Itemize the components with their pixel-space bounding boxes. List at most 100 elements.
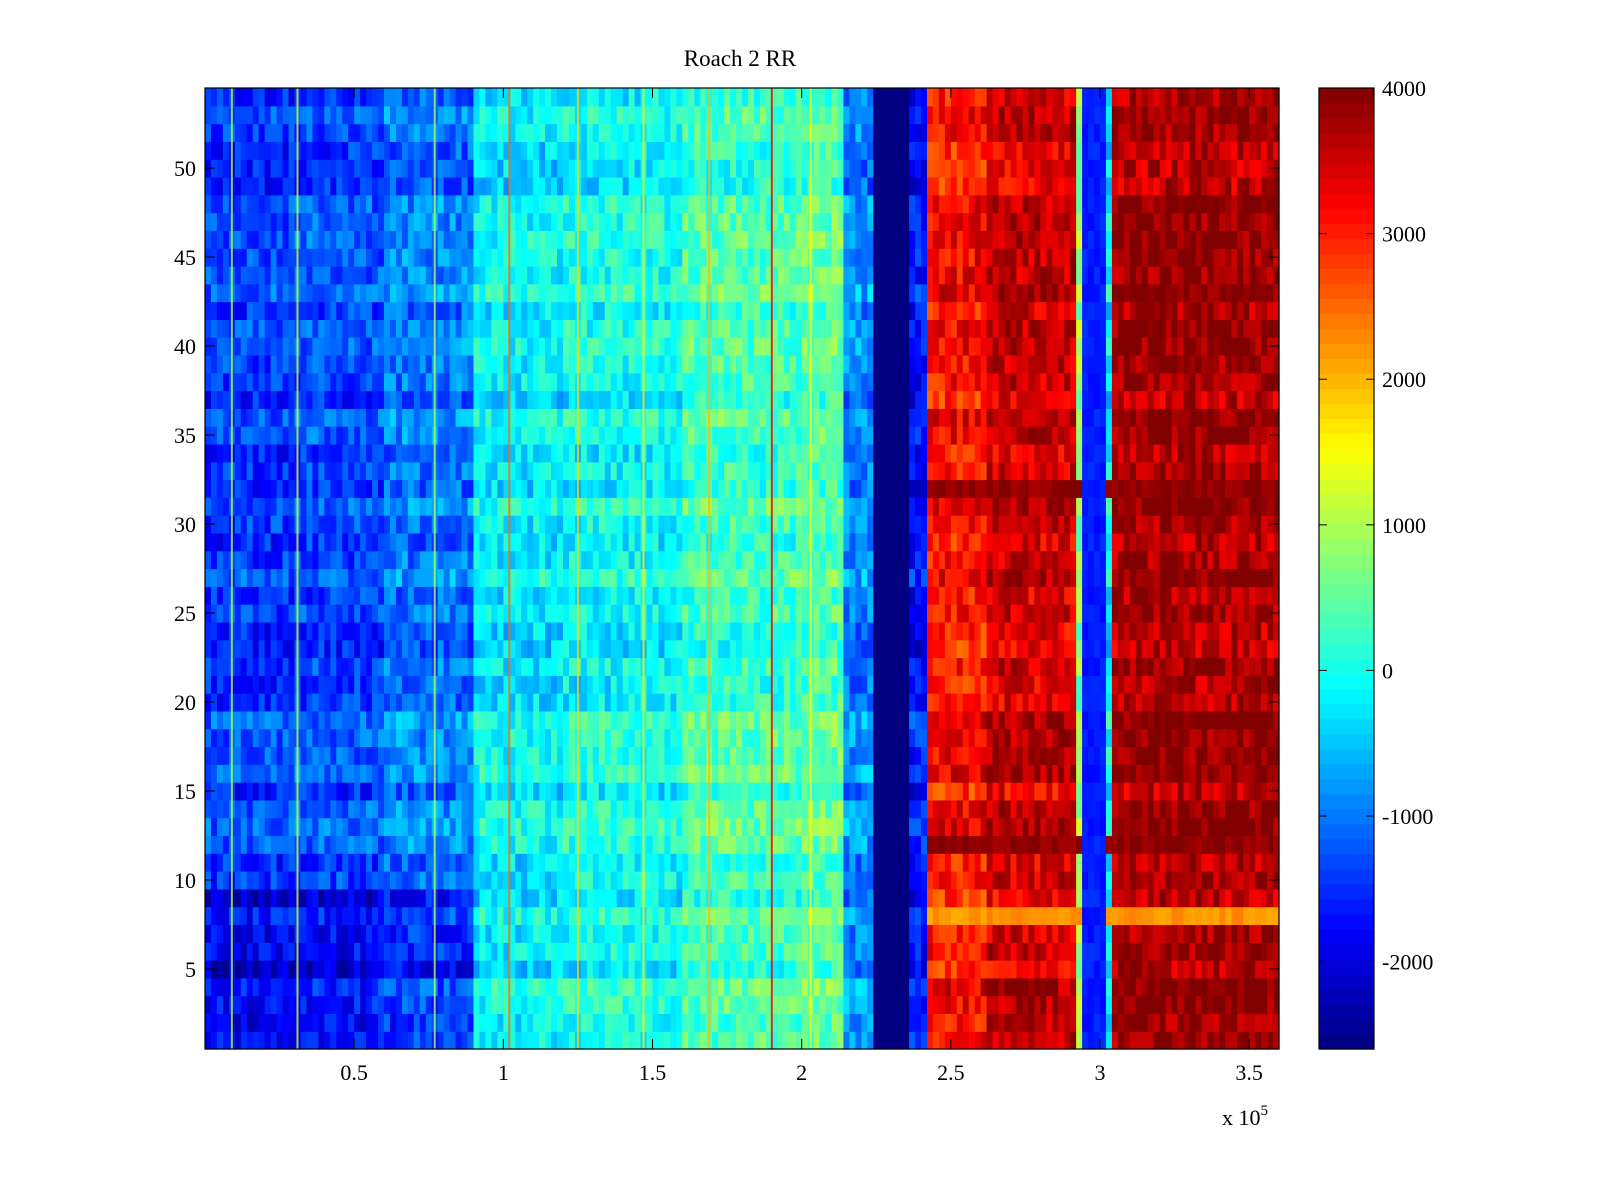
heatmap-cell <box>234 782 242 801</box>
heatmap-cell <box>700 639 707 659</box>
heatmap-cell <box>425 977 433 997</box>
heatmap-cell <box>628 710 636 730</box>
heatmap-cell <box>509 835 516 854</box>
heatmap-cell <box>622 995 630 1015</box>
heatmap-cell <box>563 977 570 997</box>
heatmap-cell <box>598 639 606 659</box>
heatmap-cell <box>789 1031 797 1050</box>
heatmap-cell <box>580 924 588 943</box>
heatmap-cell <box>485 728 492 748</box>
heatmap-cell <box>771 924 779 943</box>
heatmap-cell <box>240 1031 248 1050</box>
heatmap-cell <box>646 942 654 961</box>
heatmap-cell <box>586 710 594 730</box>
heatmap-cell <box>378 621 385 641</box>
heatmap-cell <box>389 871 397 890</box>
heatmap-cell <box>551 924 558 943</box>
heatmap-cell <box>455 639 463 659</box>
heatmap-cell <box>539 639 546 659</box>
heatmap-cell <box>956 835 964 854</box>
heatmap-cell <box>956 782 964 801</box>
heatmap-cell <box>849 764 856 783</box>
heatmap-cell <box>616 871 624 890</box>
heatmap-cell <box>551 1013 558 1032</box>
heatmap-cell <box>419 817 427 837</box>
heatmap-cell <box>610 657 618 676</box>
heatmap-cell <box>592 657 600 676</box>
heatmap-cell <box>1267 924 1274 943</box>
heatmap-cell <box>551 799 558 819</box>
heatmap-cell <box>753 995 761 1015</box>
heatmap-cell <box>1052 710 1059 730</box>
heatmap-cell <box>580 995 588 1015</box>
heatmap-cell <box>825 995 833 1015</box>
heatmap-cell <box>932 728 940 748</box>
heatmap-cell <box>1267 675 1274 694</box>
heatmap-cell <box>903 675 910 694</box>
heatmap-cell <box>616 960 624 979</box>
heatmap-cell <box>795 782 803 801</box>
heatmap-cell <box>389 942 397 961</box>
heatmap-cell <box>479 710 487 730</box>
heatmap-cell <box>533 550 540 570</box>
heatmap-cell <box>1058 888 1065 908</box>
heatmap-cell <box>1231 960 1238 979</box>
heatmap-cell <box>521 942 528 961</box>
heatmap-cell <box>395 995 403 1015</box>
heatmap-cell <box>652 995 660 1015</box>
heatmap-cell <box>1064 853 1071 872</box>
heatmap-cells <box>205 88 1280 1050</box>
heatmap-cell <box>1207 693 1214 712</box>
heatmap-cell <box>843 960 850 979</box>
heatmap-cell <box>753 817 761 837</box>
heatmap-cell <box>700 1031 707 1050</box>
heatmap-cell <box>288 888 296 908</box>
heatmap-cell <box>1231 728 1238 748</box>
heatmap-cell <box>497 942 504 961</box>
heatmap-cell <box>276 853 284 872</box>
heatmap-cell <box>1105 764 1113 783</box>
heatmap-cell <box>270 799 278 819</box>
heatmap-cell <box>551 995 558 1015</box>
heatmap-cell <box>855 942 862 961</box>
heatmap-cell <box>342 586 349 605</box>
heatmap-cell <box>1219 746 1226 765</box>
heatmap-cell <box>1111 853 1119 872</box>
heatmap-cell <box>1105 586 1113 605</box>
heatmap-cell <box>879 924 886 943</box>
heatmap-cell <box>330 657 337 676</box>
heatmap-cell <box>1249 995 1256 1015</box>
heatmap-cell <box>437 586 445 605</box>
heatmap-cell <box>282 657 290 676</box>
heatmap-cell <box>1129 604 1137 623</box>
heatmap-cell <box>831 764 839 783</box>
heatmap-cell <box>962 710 970 730</box>
heatmap-cell <box>921 693 928 712</box>
heatmap-cell <box>610 799 618 819</box>
heatmap-cell <box>747 835 755 854</box>
heatmap-cell <box>1255 621 1262 641</box>
heatmap-cell <box>270 710 278 730</box>
heatmap-cell <box>324 568 331 587</box>
heatmap-cell <box>986 853 994 872</box>
heatmap-cell <box>246 693 254 712</box>
heatmap-cell <box>998 675 1006 694</box>
heatmap-cell <box>1010 1031 1018 1050</box>
heatmap-cell <box>944 746 952 765</box>
heatmap-cell <box>1076 924 1083 943</box>
heatmap-cell <box>443 817 451 837</box>
heatmap-cell <box>724 1013 731 1032</box>
heatmap-cell <box>730 639 737 659</box>
heatmap-cell <box>664 621 671 641</box>
heatmap-cell <box>682 1013 689 1032</box>
heatmap-cell <box>974 568 982 587</box>
heatmap-cell <box>1094 853 1101 872</box>
heatmap-cell <box>867 1013 874 1032</box>
heatmap-cell <box>234 568 242 587</box>
heatmap-cell <box>270 835 278 854</box>
heatmap-cell <box>742 728 749 748</box>
heatmap-cell <box>1052 799 1059 819</box>
heatmap-cell <box>282 550 290 570</box>
heatmap-cell <box>771 710 779 730</box>
heatmap-cell <box>306 550 313 570</box>
